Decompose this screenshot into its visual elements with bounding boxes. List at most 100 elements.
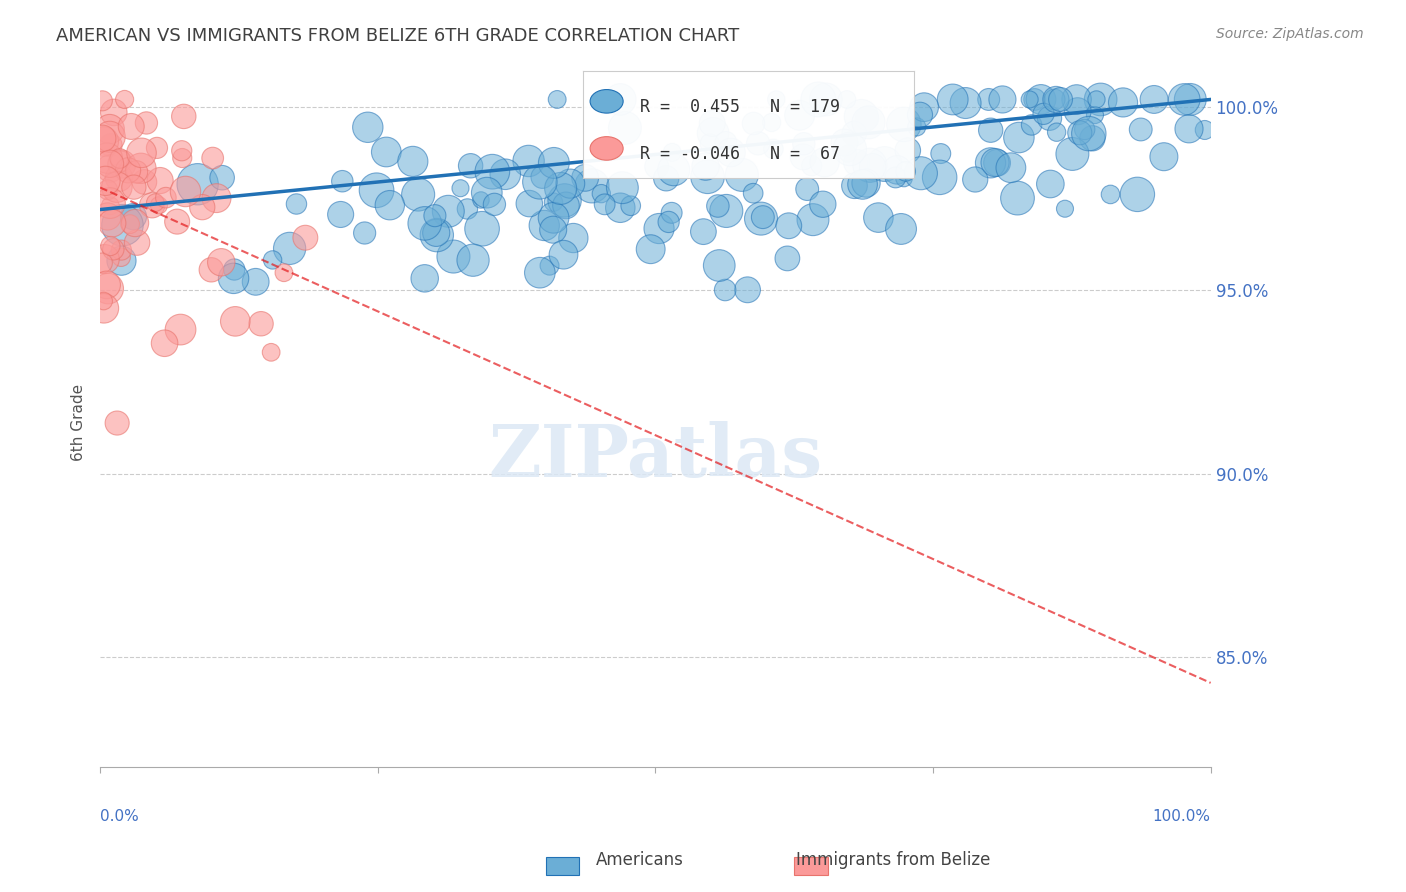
Point xyxy=(851,110,873,124)
Point xyxy=(928,170,950,185)
Point xyxy=(108,152,131,166)
Text: R = -0.046   N =  67: R = -0.046 N = 67 xyxy=(640,145,839,163)
Point xyxy=(612,180,634,194)
Point xyxy=(1085,92,1108,106)
Point xyxy=(709,259,731,273)
Point xyxy=(91,256,114,270)
Point xyxy=(143,195,166,210)
Point xyxy=(1180,92,1202,106)
Point xyxy=(110,250,132,264)
Point xyxy=(620,199,643,213)
Point xyxy=(1018,92,1040,106)
Point xyxy=(98,122,121,136)
Point xyxy=(437,204,460,219)
Point xyxy=(120,217,142,231)
Point xyxy=(801,212,824,227)
Point xyxy=(835,92,858,106)
Point xyxy=(814,155,837,169)
Point xyxy=(910,166,932,180)
Point xyxy=(714,283,737,297)
Point xyxy=(778,219,800,233)
Point xyxy=(278,241,301,255)
Point xyxy=(97,281,120,295)
Point xyxy=(200,262,222,277)
Point xyxy=(108,170,131,185)
Point xyxy=(737,283,759,297)
Point xyxy=(655,171,678,186)
Point xyxy=(187,178,209,192)
Point xyxy=(378,198,401,212)
Point xyxy=(648,221,671,235)
Point xyxy=(91,131,114,145)
Point xyxy=(129,161,152,176)
Point xyxy=(456,202,478,216)
Point xyxy=(1043,92,1066,106)
Point xyxy=(765,92,787,106)
Point xyxy=(814,92,837,106)
Point xyxy=(100,138,122,153)
Point xyxy=(1099,187,1122,202)
Point xyxy=(406,187,429,202)
Point xyxy=(908,108,931,122)
Point xyxy=(543,156,565,170)
Point xyxy=(553,248,575,262)
Point xyxy=(1077,127,1099,141)
Point xyxy=(100,239,122,253)
Point xyxy=(93,252,115,266)
Point xyxy=(1007,191,1029,205)
Text: ZIPatlas: ZIPatlas xyxy=(488,421,823,492)
Point xyxy=(1024,92,1046,106)
Point xyxy=(460,159,482,173)
Point xyxy=(103,243,125,257)
Point xyxy=(845,155,868,169)
Point xyxy=(897,144,920,158)
Point xyxy=(375,145,398,159)
Point xyxy=(868,211,890,225)
Point xyxy=(838,142,860,156)
Point xyxy=(761,115,783,129)
Point xyxy=(550,181,572,195)
Point xyxy=(1049,92,1071,106)
Point xyxy=(834,136,856,150)
Point xyxy=(807,92,830,106)
Point xyxy=(702,116,724,130)
Point xyxy=(273,266,295,280)
Point xyxy=(1039,177,1062,191)
Point xyxy=(146,141,169,155)
Point xyxy=(461,253,484,268)
Point xyxy=(1045,92,1067,106)
Point xyxy=(211,170,233,185)
Point xyxy=(1029,92,1052,106)
Point xyxy=(260,345,283,359)
Point xyxy=(329,207,352,221)
Point xyxy=(658,215,681,229)
Point xyxy=(1081,131,1104,145)
Point xyxy=(1178,121,1201,136)
Point xyxy=(574,170,596,185)
Point xyxy=(1173,92,1195,106)
Point xyxy=(555,198,578,212)
Point xyxy=(96,277,118,292)
Text: Immigrants from Belize: Immigrants from Belize xyxy=(796,851,990,869)
Point xyxy=(174,185,197,199)
Point xyxy=(695,160,717,174)
Point xyxy=(702,126,724,140)
Point xyxy=(792,150,814,164)
Point xyxy=(93,293,115,308)
Point xyxy=(96,151,118,165)
Text: R =  0.455   N = 179: R = 0.455 N = 179 xyxy=(640,98,839,116)
Point xyxy=(134,175,156,189)
Point xyxy=(859,158,882,172)
Point xyxy=(131,145,153,160)
Point xyxy=(696,169,718,184)
Point xyxy=(1038,112,1060,126)
Point xyxy=(991,92,1014,106)
Point xyxy=(800,159,823,173)
Point xyxy=(353,226,375,240)
Point xyxy=(98,129,121,144)
Point xyxy=(529,175,551,189)
Point xyxy=(533,219,555,233)
Point xyxy=(191,200,214,214)
Point xyxy=(529,266,551,280)
Point xyxy=(662,162,685,177)
